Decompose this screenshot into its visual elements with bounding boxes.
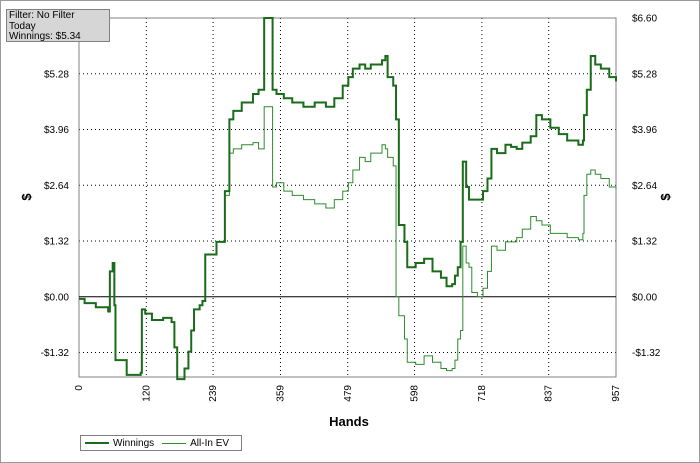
winnings-summary: Winnings: $5.34 xyxy=(9,31,81,42)
series-lines xyxy=(79,17,617,381)
legend-label-winnings: Winnings xyxy=(113,437,155,449)
legend: Winnings All-In EV xyxy=(80,435,242,451)
grid xyxy=(79,18,616,377)
x-axis-title: Hands xyxy=(329,414,369,429)
x-tick-label: 598 xyxy=(410,385,421,402)
y-tick-label-left: $0.00 xyxy=(44,292,69,303)
legend-swatch-all-in-ev xyxy=(162,442,187,444)
filter-label: Filter: No Filter xyxy=(9,10,75,21)
plot-area xyxy=(78,17,617,378)
filter-info-box: Filter: No Filter Today Winnings: $5.34 xyxy=(6,9,110,42)
tick-labels: 0 120 239 359 479 598 718 837 957 -$1.32 -$1.32 $0.… xyxy=(41,14,661,402)
period-label: Today xyxy=(9,20,36,32)
y-tick-label-left: $3.96 xyxy=(44,125,69,136)
legend-item-winnings: Winnings xyxy=(85,438,154,449)
winnings-line xyxy=(79,17,617,381)
legend-label-all-in-ev: All-In EV xyxy=(190,437,230,449)
x-tick-label: 957 xyxy=(611,385,622,402)
y-axis-title-right: $ xyxy=(658,193,673,201)
x-tick-label: 0 xyxy=(74,385,85,391)
y-tick-label-right: $6.60 xyxy=(632,14,657,25)
y-tick-label-right: $2.64 xyxy=(632,181,657,192)
y-tick-label-left: $2.64 xyxy=(44,181,69,192)
x-tick-label: 837 xyxy=(544,385,555,402)
y-axis-title-left: $ xyxy=(19,193,34,201)
legend-swatch-winnings xyxy=(85,442,109,444)
x-tick-label: 359 xyxy=(275,385,286,402)
legend-item-all-in-ev: All-In EV xyxy=(162,438,229,449)
y-tick-label-right: $0.00 xyxy=(632,292,657,303)
y-tick-label-left: $5.28 xyxy=(44,69,69,80)
x-tick-label: 239 xyxy=(208,385,219,402)
x-tick-label: 718 xyxy=(477,385,488,402)
y-tick-label-right: -$1.32 xyxy=(632,348,661,359)
y-tick-label-right: $1.32 xyxy=(632,237,657,248)
x-tick-label: 479 xyxy=(343,385,354,402)
y-tick-label-left: $1.32 xyxy=(44,237,69,248)
x-tick-label: 120 xyxy=(141,385,152,402)
y-tick-label-right: $5.28 xyxy=(632,69,657,80)
y-tick-label-right: $3.96 xyxy=(632,125,657,136)
y-tick-label-left: -$1.32 xyxy=(41,348,70,359)
